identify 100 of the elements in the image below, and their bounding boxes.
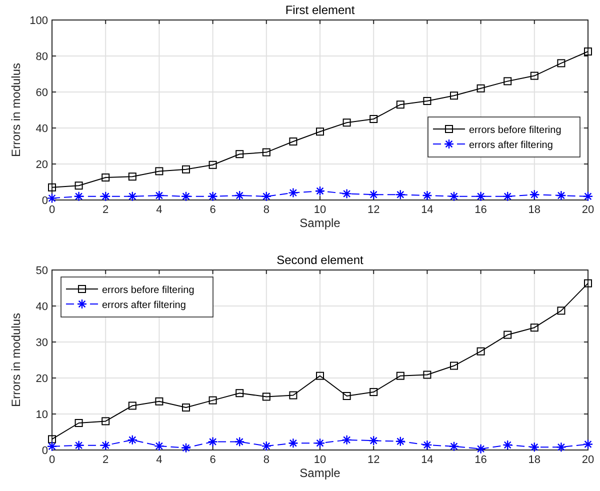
x-tick-label: 2: [102, 204, 109, 216]
point: [74, 182, 83, 190]
point: [316, 372, 324, 380]
point: [74, 191, 84, 202]
point: [314, 438, 326, 448]
point: [342, 434, 352, 446]
point: [395, 436, 406, 446]
point: [395, 190, 406, 200]
point: [422, 440, 432, 450]
point: [368, 190, 379, 200]
x-tick-label: 4: [156, 204, 162, 216]
point: [342, 392, 351, 400]
point: [582, 439, 594, 450]
point: [316, 128, 324, 136]
point: [342, 188, 352, 199]
point: [448, 441, 460, 452]
point: [314, 186, 326, 196]
point: [476, 84, 485, 92]
point: [529, 190, 540, 200]
y-tick-label: 100: [30, 15, 48, 27]
y-tick-label: 10: [36, 409, 48, 421]
point: [127, 434, 138, 446]
x-tick-label: 8: [263, 454, 270, 466]
point: [234, 436, 245, 447]
x-tick-label: 16: [474, 454, 487, 466]
point: [556, 442, 566, 452]
x-tick-label: 10: [314, 454, 326, 466]
chart-title: Second element: [276, 253, 364, 267]
point: [396, 100, 404, 109]
point: [262, 148, 270, 156]
point: [100, 191, 111, 202]
y-tick-label: 0: [42, 445, 48, 457]
x-tick-label: 6: [210, 454, 216, 466]
point: [450, 362, 458, 370]
y-tick-label: 40: [36, 123, 48, 135]
point: [261, 440, 272, 452]
y-axis-title: Errors in modulus: [9, 312, 23, 408]
point: [234, 190, 245, 201]
chart-title: First element: [285, 3, 356, 17]
point: [208, 396, 217, 404]
point: [46, 193, 58, 204]
point: [582, 191, 594, 202]
point: [504, 77, 512, 86]
point: [48, 183, 56, 192]
point: [102, 174, 110, 182]
point: [155, 167, 164, 176]
point: [476, 347, 485, 356]
legend-label: errors before filtering: [469, 125, 562, 136]
y-tick-label: 20: [36, 159, 48, 171]
point: [288, 188, 298, 198]
x-tick-label: 20: [582, 454, 594, 466]
x-tick-label: 18: [528, 454, 541, 466]
y-tick-label: 0: [42, 195, 48, 207]
point: [262, 392, 270, 401]
point: [530, 72, 538, 80]
x-tick-label: 4: [156, 454, 162, 466]
x-tick-label: 12: [367, 454, 380, 466]
point: [557, 59, 566, 68]
x-tick-label: 20: [582, 204, 594, 216]
x-tick-label: 12: [367, 204, 380, 216]
x-axis-title: Sample: [300, 216, 341, 230]
y-tick-label: 20: [36, 373, 48, 385]
point: [423, 370, 432, 379]
point: [236, 389, 244, 398]
point: [450, 92, 458, 100]
point: [504, 330, 512, 339]
point: [476, 444, 486, 454]
point: [423, 97, 432, 105]
legend-label: errors after filtering: [469, 140, 553, 151]
point: [74, 440, 84, 450]
point: [289, 391, 298, 400]
point: [584, 279, 592, 288]
point: [236, 150, 244, 158]
point: [154, 190, 164, 201]
x-tick-label: 18: [528, 204, 541, 216]
point: [46, 441, 58, 452]
point: [529, 442, 540, 452]
point: [448, 191, 460, 202]
point: [128, 172, 136, 181]
x-tick-label: 14: [421, 204, 434, 216]
point: [584, 48, 592, 56]
x-axis-title: Sample: [300, 466, 341, 480]
point: [182, 404, 190, 412]
point: [502, 440, 513, 450]
x-tick-label: 16: [474, 204, 487, 216]
legend-label: errors after filtering: [102, 300, 186, 311]
point: [127, 191, 138, 202]
point: [368, 436, 379, 446]
y-tick-label: 40: [36, 301, 48, 313]
x-tick-label: 8: [263, 204, 270, 216]
point: [261, 191, 272, 202]
point: [342, 118, 351, 127]
point: [208, 436, 218, 447]
x-tick-label: 6: [210, 204, 216, 216]
point: [74, 419, 83, 427]
legend-label: errors before filtering: [102, 285, 194, 296]
point: [502, 191, 513, 202]
point: [48, 435, 56, 444]
point: [182, 165, 190, 174]
y-tick-label: 80: [36, 51, 48, 63]
